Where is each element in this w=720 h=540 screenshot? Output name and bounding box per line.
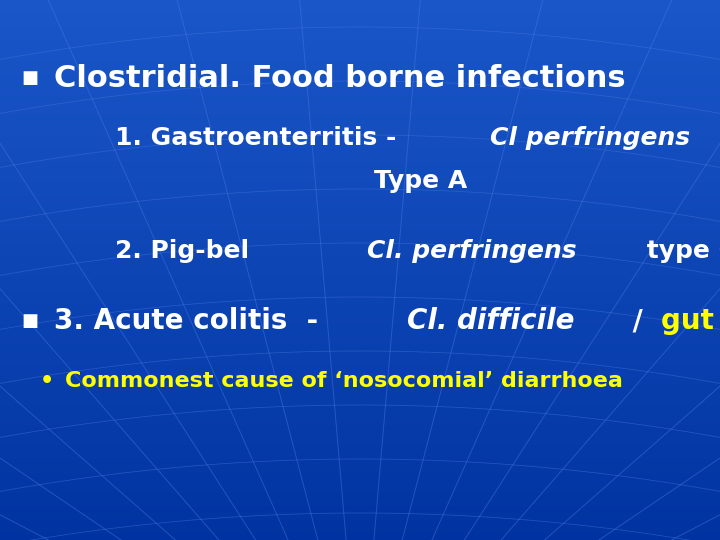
Bar	[0, 33, 720, 40]
Bar	[0, 500, 720, 507]
Bar	[0, 472, 720, 480]
Bar	[0, 156, 720, 162]
Bar	[0, 432, 720, 438]
Text: gut organism: gut organism	[661, 307, 720, 335]
Bar	[0, 453, 720, 459]
Text: type C: type C	[638, 239, 720, 263]
Bar	[0, 399, 720, 405]
Bar	[0, 87, 720, 94]
Text: 2. Pig-bel: 2. Pig-bel	[115, 239, 249, 263]
Bar	[0, 0, 720, 6]
Text: Cl. perfringens: Cl. perfringens	[367, 239, 577, 263]
Bar	[0, 68, 720, 74]
Bar	[0, 364, 720, 372]
Bar	[0, 74, 720, 81]
Bar	[0, 162, 720, 168]
Bar	[0, 141, 720, 149]
Bar	[0, 513, 720, 519]
Bar	[0, 176, 720, 183]
Bar	[0, 519, 720, 526]
Bar	[0, 459, 720, 465]
Bar	[0, 230, 720, 237]
Bar	[0, 216, 720, 222]
Bar	[0, 27, 720, 33]
Bar	[0, 345, 720, 351]
Bar	[0, 135, 720, 141]
Bar	[0, 486, 720, 492]
Bar	[0, 94, 720, 102]
Bar	[0, 411, 720, 418]
Bar	[0, 102, 720, 108]
Bar	[0, 20, 720, 27]
Text: Type A: Type A	[374, 169, 468, 193]
Bar	[0, 284, 720, 291]
Text: Cl. difficile: Cl. difficile	[408, 307, 575, 335]
Text: Clostridial. Food borne infections: Clostridial. Food borne infections	[54, 64, 626, 93]
Text: /: /	[624, 307, 653, 335]
Bar	[0, 189, 720, 195]
Bar	[0, 438, 720, 445]
Text: •: •	[40, 370, 54, 391]
Bar	[0, 60, 720, 68]
Bar	[0, 392, 720, 399]
Bar	[0, 243, 720, 249]
Bar	[0, 330, 720, 338]
Bar	[0, 263, 720, 270]
Bar	[0, 128, 720, 135]
Bar	[0, 492, 720, 500]
Bar	[0, 14, 720, 20]
Bar	[0, 338, 720, 345]
Bar	[0, 534, 720, 540]
Text: ■: ■	[22, 312, 39, 330]
Bar	[0, 297, 720, 303]
Bar	[0, 378, 720, 384]
Bar	[0, 40, 720, 47]
Bar	[0, 54, 720, 60]
Bar	[0, 405, 720, 411]
Bar	[0, 351, 720, 357]
Bar	[0, 426, 720, 432]
Bar	[0, 122, 720, 128]
Bar	[0, 446, 720, 453]
Bar	[0, 114, 720, 122]
Bar	[0, 384, 720, 391]
Bar	[0, 303, 720, 310]
Bar	[0, 222, 720, 230]
Bar	[0, 6, 720, 14]
Bar	[0, 276, 720, 284]
Bar	[0, 148, 720, 156]
Bar	[0, 249, 720, 256]
Bar	[0, 291, 720, 297]
Bar	[0, 195, 720, 202]
Text: 1. Gastroenterritis -: 1. Gastroenterritis -	[115, 126, 405, 150]
Bar	[0, 237, 720, 243]
Bar	[0, 465, 720, 472]
Bar	[0, 357, 720, 364]
Text: 3. Acute colitis  -: 3. Acute colitis -	[54, 307, 328, 335]
Bar	[0, 256, 720, 263]
Bar	[0, 81, 720, 87]
Bar	[0, 324, 720, 330]
Bar	[0, 318, 720, 324]
Text: ■: ■	[22, 69, 39, 87]
Bar	[0, 526, 720, 534]
Bar	[0, 108, 720, 115]
Bar	[0, 209, 720, 216]
Bar	[0, 480, 720, 486]
Bar	[0, 310, 720, 317]
Bar	[0, 270, 720, 276]
Bar	[0, 47, 720, 54]
Bar	[0, 418, 720, 426]
Bar	[0, 372, 720, 378]
Bar	[0, 183, 720, 189]
Text: Commonest cause of ‘nosocomial’ diarrhoea: Commonest cause of ‘nosocomial’ diarrhoe…	[65, 370, 623, 391]
Bar	[0, 202, 720, 209]
Bar	[0, 507, 720, 513]
Text: Cl perfringens: Cl perfringens	[490, 126, 690, 150]
Bar	[0, 168, 720, 176]
